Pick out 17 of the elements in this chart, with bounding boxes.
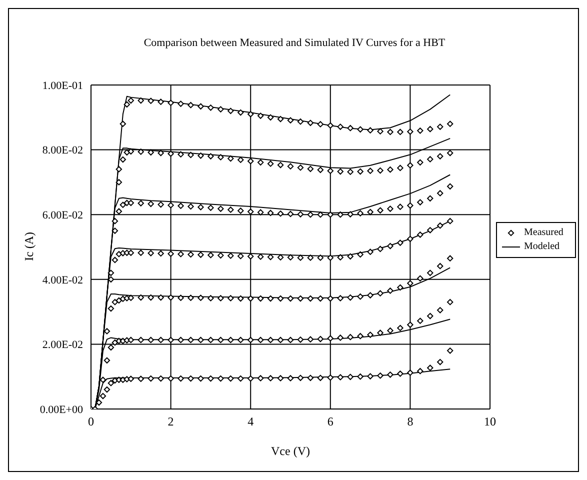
x-tick-label: 2 [168, 414, 174, 429]
y-tick-label: 4.00E-02 [42, 274, 83, 286]
y-tick-label: 8.00E-02 [42, 144, 83, 157]
x-tick-label: 0 [88, 414, 94, 429]
x-axis-title: Vce (V) [271, 444, 310, 458]
y-tick-label: 2.00E-02 [42, 339, 83, 352]
x-tick-label: 8 [407, 414, 414, 429]
x-tick-label: 6 [327, 414, 334, 429]
y-tick-label: 6.00E-02 [42, 210, 83, 222]
x-tick-label: 10 [484, 414, 496, 429]
legend-label: Measured [524, 226, 564, 240]
x-tick-label: 4 [248, 414, 254, 429]
chart-title: Comparison between Measured and Simulated IV Curves for a HBT [142, 37, 446, 49]
y-tick-label: 1.00E-01 [42, 80, 83, 92]
legend-label: Modeled [524, 240, 560, 254]
y-tick-label: 0.00E+00 [40, 404, 84, 416]
y-axis-title: Ic (A) [22, 232, 37, 261]
